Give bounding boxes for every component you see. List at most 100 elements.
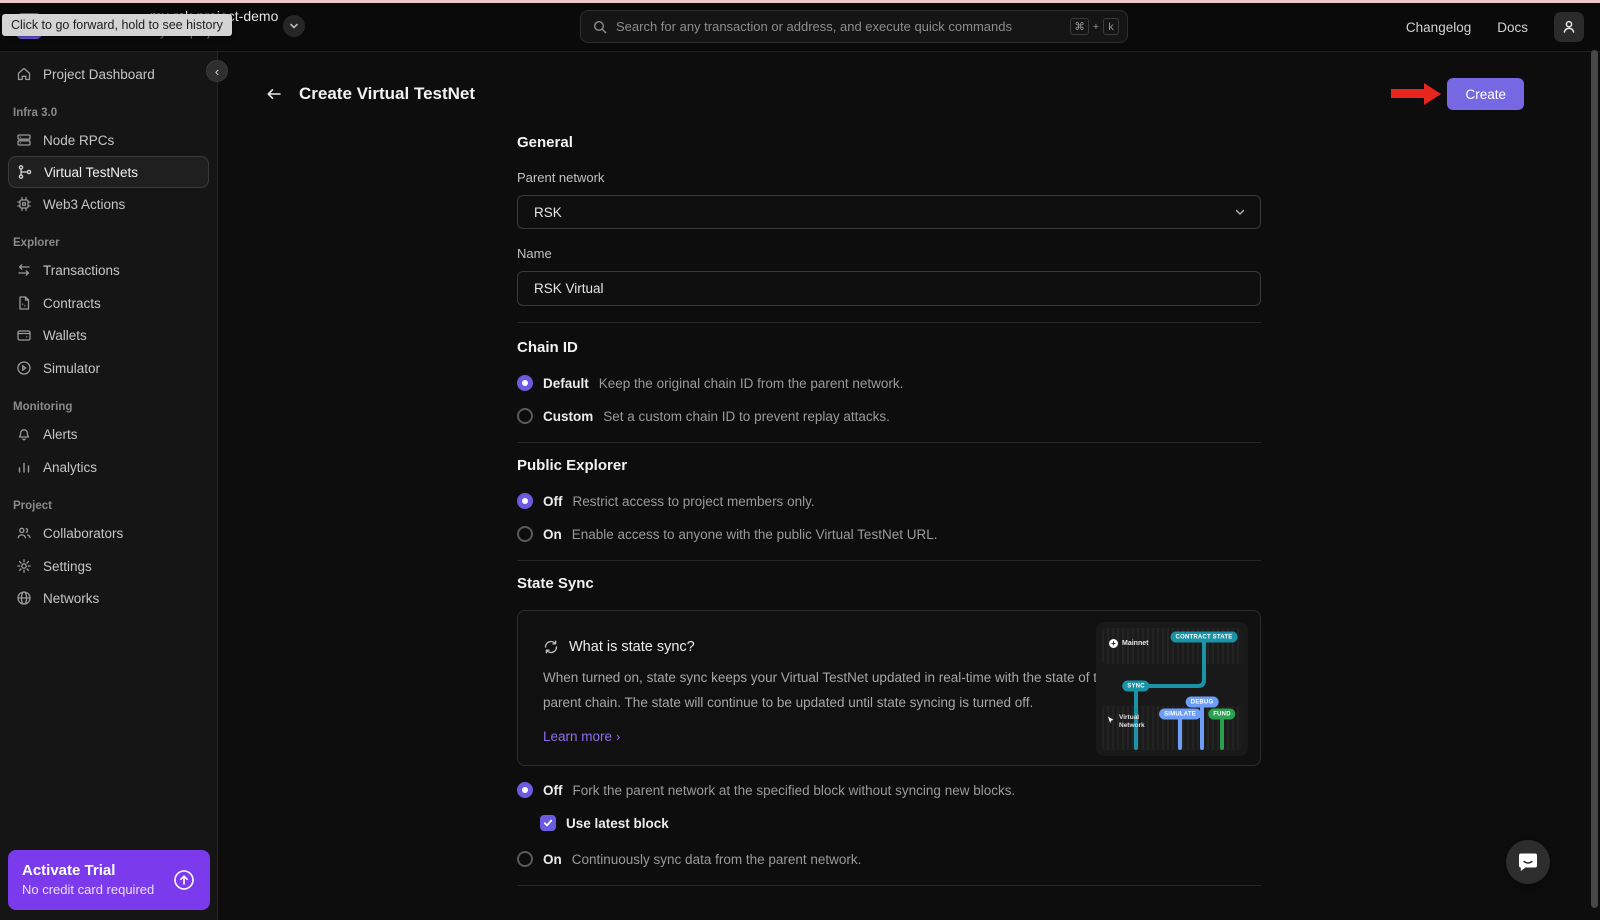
history-tooltip: Click to go forward, hold to see history xyxy=(2,14,232,36)
state-sync-option-off[interactable]: Off Fork the parent network at the speci… xyxy=(517,782,1261,798)
sidebar-item-label: Analytics xyxy=(43,459,98,475)
chevron-right-icon: › xyxy=(616,729,621,744)
contract-file-icon xyxy=(19,296,30,310)
sync-badge: SYNC xyxy=(1122,680,1150,692)
chain-id-heading: Chain ID xyxy=(517,339,578,356)
create-testnet-form: General Parent network RSK Name Chain ID… xyxy=(517,52,1261,886)
checkbox-checked-icon[interactable] xyxy=(540,815,556,831)
arrow-left-icon xyxy=(267,89,281,99)
sidebar: ‹ Project Dashboard Infra 3.0 Node RPCs … xyxy=(0,52,228,920)
public-explorer-option-on[interactable]: On Enable access to anyone with the publ… xyxy=(517,526,1261,542)
sidebar-item-contracts[interactable]: Contracts xyxy=(0,289,217,317)
sidebar-section-project: Project xyxy=(13,500,52,512)
debug-badge: DEBUG xyxy=(1185,696,1219,708)
info-title-row: What is state sync? xyxy=(543,639,1260,655)
chip-icon xyxy=(17,197,31,211)
activate-trial-card[interactable]: Activate Trial No credit card required xyxy=(8,850,210,910)
sidebar-collapse-button[interactable]: ‹ xyxy=(206,60,228,82)
sidebar-item-label: Transactions xyxy=(43,262,120,278)
sidebar-item-virtual-testnets[interactable]: Virtual TestNets xyxy=(8,156,209,188)
wallet-icon xyxy=(17,330,31,341)
divider xyxy=(517,442,1261,443)
page-scrollbar[interactable] xyxy=(1591,50,1598,908)
sidebar-item-networks[interactable]: Networks xyxy=(0,584,217,612)
parent-network-label: Parent network xyxy=(517,170,605,185)
globe-icon xyxy=(17,591,31,605)
changelog-link[interactable]: Changelog xyxy=(1405,19,1472,35)
sidebar-item-web3-actions[interactable]: Web3 Actions xyxy=(0,190,217,218)
top-navigation-bar: ‹ › my-rsk-project-demo my-rsk-project C… xyxy=(0,3,1600,52)
use-latest-block-checkbox-row[interactable]: Use latest block xyxy=(540,815,1261,831)
radio-selected-icon[interactable] xyxy=(517,493,533,509)
radio-selected-icon[interactable] xyxy=(517,782,533,798)
sidebar-item-simulator[interactable]: Simulator xyxy=(0,354,217,382)
fund-badge: FUND xyxy=(1208,708,1236,720)
contract-state-badge: CONTRACT STATE xyxy=(1170,631,1238,643)
sidebar-item-alerts[interactable]: Alerts xyxy=(0,420,217,448)
public-explorer-heading: Public Explorer xyxy=(517,457,628,474)
divider xyxy=(517,322,1261,323)
chain-id-option-default[interactable]: Default Keep the original chain ID from … xyxy=(517,375,1261,391)
info-description: When turned on, state sync keeps your Vi… xyxy=(543,670,1113,710)
search-icon xyxy=(593,20,607,33)
state-sync-diagram: + Mainnet CONTRACT STATE SYNC SIMULATE D… xyxy=(1096,622,1248,756)
sidebar-item-label: Node RPCs xyxy=(43,132,115,148)
sidebar-item-node-rpcs[interactable]: Node RPCs xyxy=(0,126,217,154)
annotation-arrow xyxy=(1391,82,1441,105)
sidebar-item-label: Contracts xyxy=(43,295,101,311)
sidebar-item-analytics[interactable]: Analytics xyxy=(0,453,217,481)
state-sync-info-card: What is state sync? When turned on, stat… xyxy=(517,610,1261,766)
topbar-links: Changelog Docs xyxy=(1406,12,1584,42)
sidebar-item-label: Collaborators xyxy=(43,525,124,541)
radio-selected-icon[interactable] xyxy=(517,375,533,391)
radio-unselected-icon[interactable] xyxy=(517,851,533,867)
arrow-up-circle-icon xyxy=(174,870,194,890)
gear-icon xyxy=(17,559,31,573)
state-sync-option-on[interactable]: On Continuously sync data from the paren… xyxy=(517,851,1261,867)
bell-icon xyxy=(18,429,30,441)
divider xyxy=(517,560,1261,561)
transactions-icon xyxy=(18,264,30,276)
sidebar-item-wallets[interactable]: Wallets xyxy=(0,321,217,349)
chat-widget-button[interactable] xyxy=(1506,840,1550,884)
diagram-mainnet-label: + Mainnet xyxy=(1109,639,1148,648)
parent-network-select[interactable]: RSK xyxy=(517,195,1261,229)
sidebar-item-project-dashboard[interactable]: Project Dashboard xyxy=(0,60,217,88)
docs-link[interactable]: Docs xyxy=(1497,19,1528,35)
general-heading: General xyxy=(517,134,573,151)
create-button[interactable]: Create xyxy=(1447,78,1524,110)
sidebar-item-transactions[interactable]: Transactions xyxy=(0,256,217,284)
shortcut-plus: + xyxy=(1092,20,1099,33)
sidebar-item-collaborators[interactable]: Collaborators xyxy=(0,519,217,547)
project-switcher-chevron-button[interactable] xyxy=(283,15,305,37)
parent-network-value: RSK xyxy=(534,204,562,220)
main-content: Create Virtual TestNet Create General Pa… xyxy=(218,52,1600,920)
branch-icon xyxy=(18,165,32,179)
state-sync-heading: State Sync xyxy=(517,575,594,592)
radio-unselected-icon[interactable] xyxy=(517,408,533,424)
checkbox-label: Use latest block xyxy=(566,815,669,831)
name-input[interactable] xyxy=(517,271,1261,306)
sidebar-item-settings[interactable]: Settings xyxy=(0,552,217,580)
account-button[interactable] xyxy=(1554,12,1584,42)
learn-more-link[interactable]: Learn more › xyxy=(543,729,621,744)
sidebar-item-label: Virtual TestNets xyxy=(44,164,139,180)
server-icon xyxy=(17,134,31,146)
chain-id-option-custom[interactable]: Custom Set a custom chain ID to prevent … xyxy=(517,408,1261,424)
info-title: What is state sync? xyxy=(569,639,695,655)
sidebar-item-label: Settings xyxy=(43,558,92,574)
sidebar-item-label: Alerts xyxy=(43,426,78,442)
sidebar-section-infra: Infra 3.0 xyxy=(13,107,58,119)
play-circle-icon xyxy=(17,361,31,375)
search-input[interactable] xyxy=(616,19,1062,34)
public-explorer-option-off[interactable]: Off Restrict access to project members o… xyxy=(517,493,1261,509)
check-icon xyxy=(543,819,553,827)
radio-unselected-icon[interactable] xyxy=(517,526,533,542)
trial-subtitle: No credit card required xyxy=(22,882,155,897)
divider xyxy=(517,885,1261,886)
back-button[interactable] xyxy=(265,85,283,106)
bar-chart-icon xyxy=(18,462,30,473)
cmd-keycap: ⌘ xyxy=(1070,18,1089,35)
global-search[interactable]: ⌘ + k xyxy=(580,10,1128,43)
